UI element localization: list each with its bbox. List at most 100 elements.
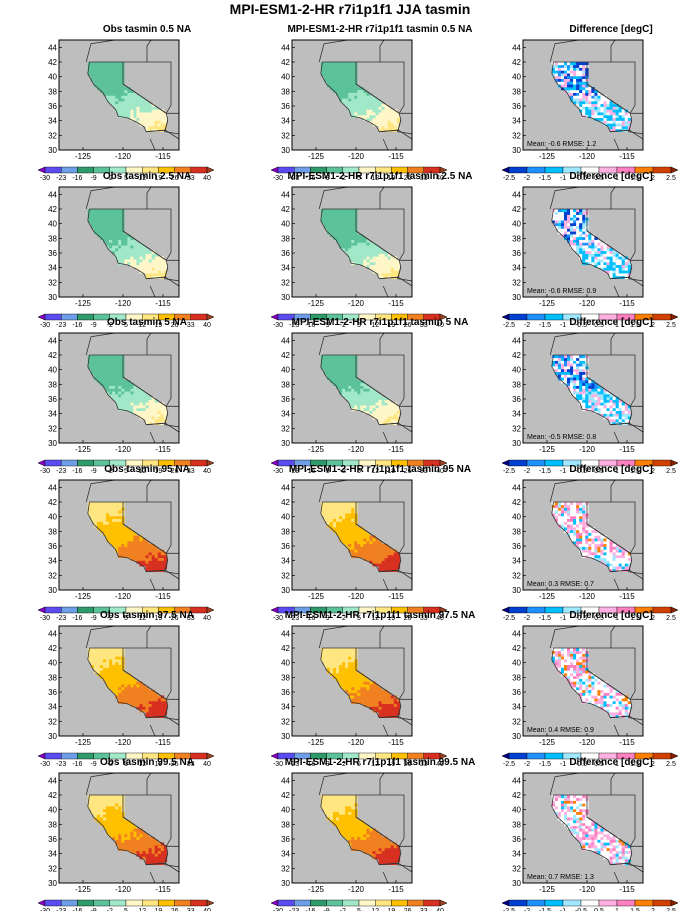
grid-cell <box>610 261 613 264</box>
grid-cell <box>360 695 363 698</box>
grid-cell <box>149 109 152 112</box>
grid-cell <box>345 369 348 372</box>
grid-cell <box>391 712 394 715</box>
grid-cell <box>382 704 385 707</box>
grid-cell <box>582 380 585 383</box>
grid-cell <box>121 245 124 248</box>
grid-cell <box>118 250 121 253</box>
grid-cell <box>127 541 130 544</box>
grid-cell <box>118 90 121 93</box>
grid-cell <box>385 552 388 555</box>
grid-cell <box>372 261 375 264</box>
grid-cell <box>339 673 342 676</box>
grid-cell <box>130 239 133 242</box>
grid-cell <box>579 234 582 237</box>
grid-cell <box>376 397 379 400</box>
grid-cell <box>112 366 115 369</box>
grid-cell <box>152 109 155 112</box>
grid-cell <box>582 515 585 518</box>
grid-cell <box>118 654 121 657</box>
grid-cell <box>336 513 339 516</box>
grid-cell <box>567 68 570 71</box>
grid-cell <box>348 388 351 391</box>
grid-cell <box>121 90 124 93</box>
grid-cell <box>109 668 112 671</box>
grid-cell <box>106 527 109 530</box>
grid-cell <box>118 239 121 242</box>
grid-cell <box>360 242 363 245</box>
grid-cell <box>385 549 388 552</box>
grid-cell <box>97 668 100 671</box>
grid-cell <box>579 524 582 527</box>
grid-cell <box>369 687 372 690</box>
grid-cell <box>149 126 152 129</box>
grid-cell <box>354 546 357 549</box>
y-tick-label: 38 <box>48 673 57 682</box>
grid-cell <box>567 369 570 372</box>
grid-cell <box>369 388 372 391</box>
grid-cell <box>379 560 382 563</box>
grid-cell <box>342 231 345 234</box>
grid-cell <box>594 552 597 555</box>
grid-cell <box>570 234 573 237</box>
diff-stats: Mean: -0.6 RMSE: 0.9 <box>527 288 596 295</box>
grid-cell <box>591 386 594 389</box>
grid-cell <box>115 62 118 65</box>
grid-cell <box>139 107 142 110</box>
grid-cell <box>382 250 385 253</box>
grid-cell <box>591 101 594 104</box>
grid-cell <box>588 95 591 98</box>
grid-cell <box>348 662 351 665</box>
grid-cell <box>115 68 118 71</box>
grid-cell <box>588 388 591 391</box>
grid-cell <box>558 220 561 223</box>
grid-cell <box>118 391 121 394</box>
grid-cell <box>582 250 585 253</box>
grid-cell <box>588 104 591 107</box>
grid-cell <box>336 668 339 671</box>
grid-cell <box>342 236 345 239</box>
grid-cell <box>133 248 136 251</box>
y-tick-label: 36 <box>48 542 57 551</box>
grid-cell <box>579 248 582 251</box>
grid-cell <box>97 82 100 85</box>
grid-cell <box>143 121 146 124</box>
y-tick-label: 36 <box>512 542 521 551</box>
grid-cell <box>613 109 616 112</box>
grid-cell <box>394 566 397 569</box>
grid-cell <box>118 676 121 679</box>
grid-cell <box>610 701 613 704</box>
grid-cell <box>603 107 606 110</box>
grid-cell <box>607 253 610 256</box>
y-tick-label: 36 <box>512 395 521 404</box>
grid-cell <box>369 408 372 411</box>
grid-cell <box>130 543 133 546</box>
grid-cell <box>124 388 127 391</box>
grid-cell <box>130 681 133 684</box>
grid-cell <box>591 541 594 544</box>
grid-cell <box>570 372 573 375</box>
grid-cell <box>112 231 115 234</box>
grid-cell <box>130 684 133 687</box>
grid-cell <box>100 665 103 668</box>
grid-cell <box>372 414 375 417</box>
grid-cell <box>385 109 388 112</box>
grid-cell <box>97 369 100 372</box>
grid-cell <box>397 411 400 414</box>
grid-cell <box>133 546 136 549</box>
grid-cell <box>103 656 106 659</box>
grid-cell <box>357 253 360 256</box>
grid-cell <box>579 211 582 214</box>
grid-cell <box>591 93 594 96</box>
grid-cell <box>573 84 576 87</box>
grid-cell <box>582 388 585 391</box>
grid-cell <box>112 515 115 518</box>
grid-cell <box>376 695 379 698</box>
grid-cell <box>382 121 385 124</box>
grid-cell <box>351 62 354 65</box>
grid-cell <box>97 222 100 225</box>
grid-cell <box>324 510 327 513</box>
grid-cell <box>372 104 375 107</box>
grid-cell <box>143 541 146 544</box>
grid-cell <box>360 552 363 555</box>
